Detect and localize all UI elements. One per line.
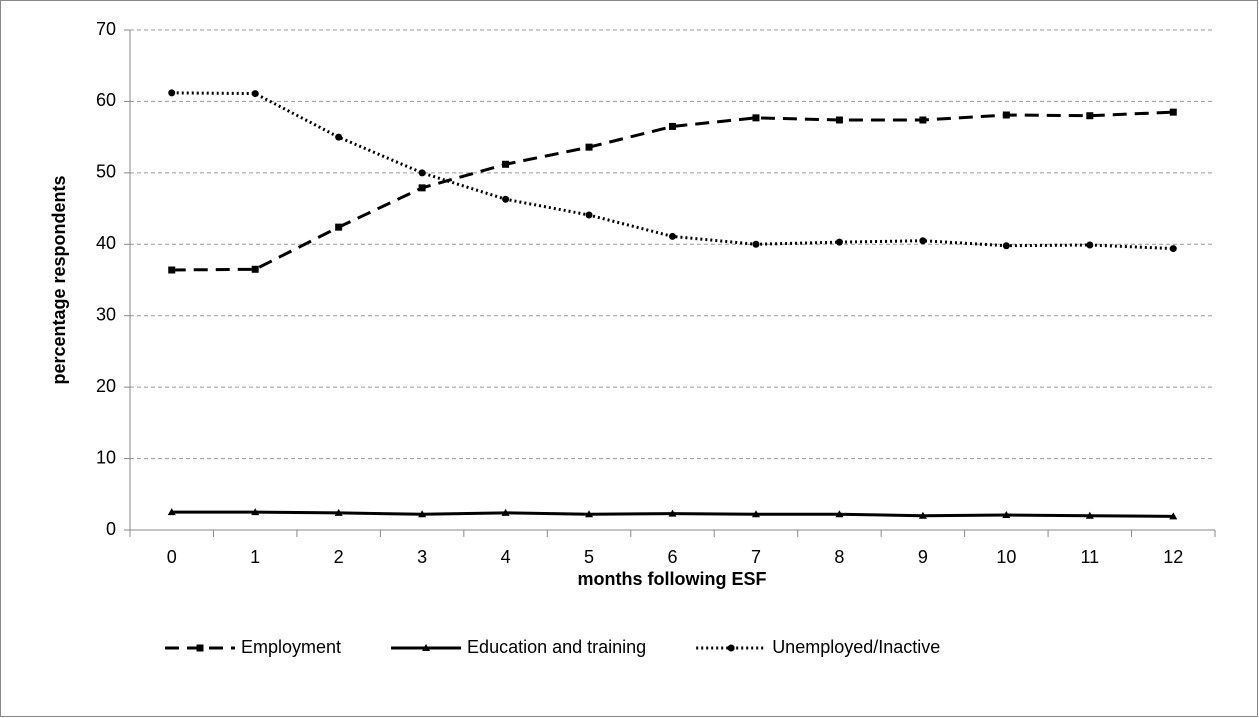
data-point [502, 195, 510, 203]
data-point [669, 122, 676, 130]
data-point [585, 510, 594, 518]
x-axis-title: months following ESF [578, 569, 767, 589]
data-point [335, 223, 343, 231]
data-point [1086, 112, 1094, 120]
data-point [251, 265, 259, 273]
x-tick-label: 1 [250, 547, 260, 567]
data-point [334, 508, 343, 516]
x-tick-label: 11 [1080, 547, 1099, 567]
data-point [1002, 511, 1011, 518]
data-point [1086, 241, 1094, 249]
data-point [1002, 242, 1010, 250]
data-point [918, 511, 927, 519]
data-point [251, 90, 259, 98]
x-tick-label: 9 [918, 547, 928, 567]
x-tick-label: 10 [996, 547, 1016, 567]
data-point [585, 143, 593, 151]
data-point [167, 508, 176, 516]
x-tick-label: 8 [834, 547, 844, 567]
data-point [251, 508, 260, 516]
x-tick-label: 7 [751, 547, 761, 567]
data-point [168, 89, 176, 97]
x-tick-label: 4 [501, 547, 511, 567]
y-tick-label: 20 [96, 376, 116, 396]
data-point [835, 116, 843, 124]
data-point [669, 232, 676, 240]
y-tick-label: 30 [96, 304, 116, 324]
data-point [919, 237, 927, 245]
data-point [418, 169, 426, 177]
y-tick-label: 40 [96, 233, 116, 253]
data-point [752, 240, 760, 248]
data-point [168, 266, 176, 274]
data-point [835, 238, 843, 246]
y-tick-label: 0 [106, 519, 116, 539]
data-point [1169, 245, 1177, 253]
data-point [751, 510, 760, 518]
y-tick-label: 70 [96, 19, 116, 39]
data-point [418, 184, 426, 192]
x-tick-label: 5 [584, 547, 594, 567]
legend-label: Employment [241, 637, 341, 657]
y-tick-label: 10 [96, 447, 116, 467]
data-point [1085, 511, 1094, 519]
data-point [1169, 512, 1178, 520]
legend-label: Unemployed/Inactive [772, 637, 940, 657]
data-point [585, 211, 593, 219]
legend-marker [422, 644, 431, 651]
legend-label: Education and training [467, 637, 646, 657]
x-tick-label: 2 [334, 547, 344, 567]
data-point [919, 116, 927, 124]
data-point [501, 508, 510, 516]
data-point [502, 160, 510, 168]
data-point [835, 510, 844, 518]
data-point [418, 510, 427, 518]
x-tick-label: 3 [417, 547, 427, 567]
x-tick-label: 6 [667, 547, 677, 567]
data-point [752, 114, 760, 122]
legend-marker [727, 644, 735, 652]
data-point [1169, 108, 1177, 116]
data-point [668, 509, 677, 517]
y-axis-title: percentage respondents [49, 175, 69, 384]
data-point [335, 133, 343, 141]
y-tick-label: 50 [96, 162, 116, 182]
x-tick-label: 0 [167, 547, 177, 567]
data-point [1002, 111, 1010, 119]
x-tick-label: 12 [1163, 547, 1183, 567]
y-tick-label: 60 [96, 90, 116, 110]
legend-marker [196, 644, 204, 652]
